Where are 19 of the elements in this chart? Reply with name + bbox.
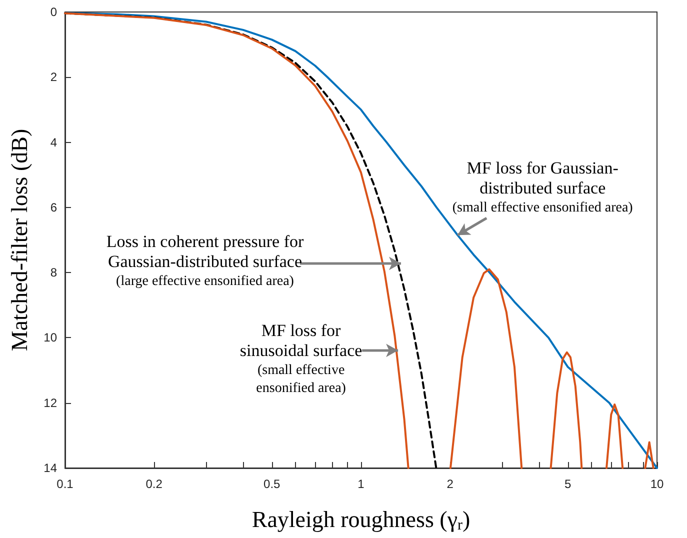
- x-tick-label: 0.1: [56, 477, 74, 491]
- annotation: MF loss for Gaussian- distributed surface (small effective ensonified area): [452, 158, 634, 216]
- y-tick-label: 2: [50, 70, 58, 84]
- y-tick-label: 4: [50, 135, 58, 150]
- y-tick-label: 6: [50, 200, 58, 214]
- y-tick-label: 12: [44, 396, 58, 410]
- y-tick-label: 8: [50, 266, 58, 280]
- x-tick-label: 10: [650, 477, 664, 491]
- annotation: Loss in coherent pressure for Gaussian-distributed surface (large effective ensonified area): [106, 232, 304, 289]
- annotation: MF loss for sinusoidal surface (small effective ensonified area): [240, 320, 362, 396]
- x-tick-label: 5: [564, 477, 572, 491]
- x-tick-label: 1: [358, 477, 365, 491]
- y-tick-label: 14: [44, 461, 58, 475]
- y-tick-label: 0: [50, 5, 58, 19]
- y-tick-label: 10: [44, 330, 58, 345]
- y-axis-title: Matched-filter loss (dB): [7, 128, 32, 352]
- x-tick-label: 0.2: [146, 477, 163, 491]
- x-tick-label: 0.5: [264, 477, 281, 491]
- x-tick-label: 2: [446, 477, 454, 491]
